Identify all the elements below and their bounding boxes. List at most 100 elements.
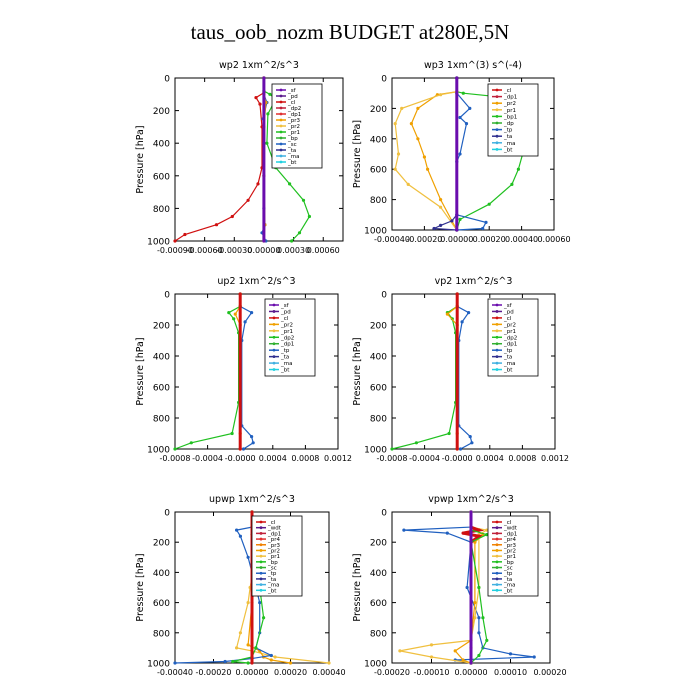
legend-label: _pr1 xyxy=(287,130,300,136)
legend-label: _ma xyxy=(503,141,515,147)
legend-label: _dp1 xyxy=(503,531,517,537)
y-tick-label: 0 xyxy=(381,509,387,519)
y-tick-label: 400 xyxy=(370,135,387,145)
legend-marker xyxy=(279,88,283,92)
legend-label: _tp xyxy=(267,571,277,577)
legend-marker xyxy=(272,329,276,333)
legend-label: _wdt xyxy=(503,526,518,532)
y-tick-label: 800 xyxy=(370,196,387,206)
data-point xyxy=(477,585,481,590)
data-point xyxy=(262,76,266,80)
legend-label: _cl xyxy=(287,100,296,106)
data-point xyxy=(393,167,397,171)
y-tick-label: 800 xyxy=(153,205,170,215)
y-tick-label: 200 xyxy=(370,539,387,549)
data-point xyxy=(468,106,472,110)
legend-label: _ta xyxy=(287,148,296,154)
legend-label: _dp1 xyxy=(503,95,517,101)
x-tick-label: 0.00020 xyxy=(274,668,307,677)
x-tick-label: -0.00040 xyxy=(374,235,410,244)
legend-label: _ma xyxy=(503,361,515,367)
y-tick-label: 400 xyxy=(153,140,170,150)
legend-marker xyxy=(272,310,276,313)
y-axis-label: Pressure [hPa] xyxy=(352,553,363,621)
legend-marker xyxy=(259,554,263,558)
legend-label: _dp2 xyxy=(280,335,294,341)
data-point xyxy=(445,312,449,316)
legend-label: _pd xyxy=(503,309,514,315)
data-point xyxy=(481,616,485,620)
legend-marker xyxy=(495,128,499,132)
data-point xyxy=(477,528,481,532)
legend-label: _bt xyxy=(503,588,513,594)
data-point xyxy=(238,534,242,538)
data-point xyxy=(173,661,177,665)
series-line xyxy=(174,294,241,450)
y-tick-label: 400 xyxy=(370,569,387,579)
data-point xyxy=(464,122,469,126)
legend-marker xyxy=(495,141,499,145)
data-point xyxy=(230,214,234,219)
y-tick-label: 0 xyxy=(164,509,170,519)
panel-title: wp3 1xm^(3) s^(-4) xyxy=(424,60,522,71)
data-point xyxy=(477,653,481,658)
legend-label: _ta xyxy=(267,577,276,583)
legend-marker xyxy=(495,520,499,524)
legend-marker xyxy=(495,322,499,326)
legend-label: _bt xyxy=(503,368,513,374)
legend-marker xyxy=(495,361,499,365)
data-point xyxy=(235,528,239,532)
legend-marker xyxy=(259,520,263,524)
y-tick-label: 200 xyxy=(153,322,170,332)
legend-marker xyxy=(272,316,276,320)
data-point xyxy=(450,219,454,223)
legend-marker xyxy=(272,368,276,371)
legend-marker xyxy=(495,316,499,320)
legend-label: _cl xyxy=(280,316,289,322)
x-tick-label: -0.0000 xyxy=(225,454,256,463)
data-point xyxy=(455,292,459,296)
legend-label: _bt xyxy=(503,147,513,153)
legend-marker xyxy=(272,361,276,365)
data-point xyxy=(455,447,459,451)
plot-frame xyxy=(391,77,555,231)
data-point xyxy=(426,167,430,171)
data-point xyxy=(458,217,462,221)
legend-label: _tp xyxy=(503,348,513,354)
data-point xyxy=(290,239,294,243)
legend-label: _cl xyxy=(503,88,512,94)
x-tick-label: -0.00020 xyxy=(406,235,442,244)
data-point xyxy=(477,534,481,538)
legend-label: _bt xyxy=(280,368,290,374)
legend-marker xyxy=(259,560,263,564)
data-point xyxy=(301,198,306,202)
x-tick-label: -0.00020 xyxy=(374,668,410,677)
data-point xyxy=(409,122,413,126)
legend-marker xyxy=(259,588,263,592)
y-tick-label: 1000 xyxy=(147,238,170,248)
legend-marker xyxy=(495,577,499,581)
legend-label: _ma xyxy=(280,361,292,367)
data-point xyxy=(460,320,464,324)
legend-label: _sc xyxy=(267,566,277,572)
x-tick-label: 0.00000 xyxy=(454,668,487,677)
x-tick-label: -0.0008 xyxy=(377,454,408,463)
y-tick-label: 600 xyxy=(370,599,387,609)
data-point xyxy=(453,649,457,653)
legend-marker xyxy=(495,355,499,359)
legend-label: _pr3 xyxy=(267,543,281,549)
legend-label: _bp xyxy=(287,136,298,142)
y-tick-label: 600 xyxy=(153,384,170,394)
legend-label: _pr2 xyxy=(503,101,516,107)
legend-label: _dp1 xyxy=(280,342,294,348)
x-tick-label: 0.00000 xyxy=(440,235,473,244)
legend-label: _bp xyxy=(503,560,514,566)
data-point xyxy=(455,228,459,232)
legend-marker xyxy=(279,112,283,116)
legend-label: _ta xyxy=(503,134,512,140)
y-tick-label: 1000 xyxy=(364,660,387,670)
data-point xyxy=(230,431,234,436)
y-tick-label: 600 xyxy=(370,166,387,176)
data-point xyxy=(173,239,177,243)
